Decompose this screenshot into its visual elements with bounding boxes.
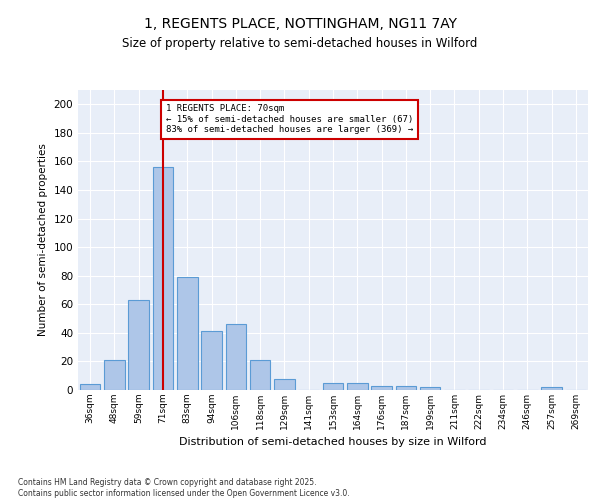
Text: Size of property relative to semi-detached houses in Wilford: Size of property relative to semi-detach… <box>122 38 478 51</box>
Text: 1 REGENTS PLACE: 70sqm
← 15% of semi-detached houses are smaller (67)
83% of sem: 1 REGENTS PLACE: 70sqm ← 15% of semi-det… <box>166 104 413 134</box>
Bar <box>80 384 100 390</box>
Bar <box>250 360 271 390</box>
Bar <box>226 324 246 390</box>
Bar <box>420 387 440 390</box>
Text: Contains HM Land Registry data © Crown copyright and database right 2025.
Contai: Contains HM Land Registry data © Crown c… <box>18 478 350 498</box>
Bar <box>177 277 197 390</box>
Bar <box>371 386 392 390</box>
Bar <box>323 383 343 390</box>
X-axis label: Distribution of semi-detached houses by size in Wilford: Distribution of semi-detached houses by … <box>179 438 487 448</box>
Text: 1, REGENTS PLACE, NOTTINGHAM, NG11 7AY: 1, REGENTS PLACE, NOTTINGHAM, NG11 7AY <box>143 18 457 32</box>
Bar <box>128 300 149 390</box>
Bar <box>541 387 562 390</box>
Bar <box>347 383 368 390</box>
Bar <box>274 378 295 390</box>
Bar <box>201 332 222 390</box>
Bar <box>152 167 173 390</box>
Y-axis label: Number of semi-detached properties: Number of semi-detached properties <box>38 144 48 336</box>
Bar <box>395 386 416 390</box>
Bar <box>104 360 125 390</box>
